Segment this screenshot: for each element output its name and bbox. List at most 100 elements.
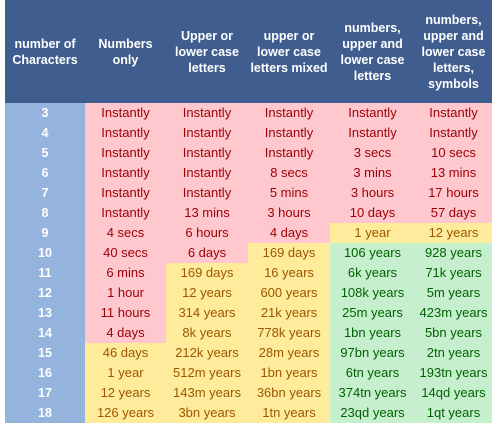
cell-numbers-mixed: 97bn years — [330, 343, 415, 363]
cell-numbers-mixed-symbols: 5m years — [415, 283, 492, 303]
row-character-count: 3 — [5, 103, 85, 123]
cell-numbers-mixed-symbols: 423m years — [415, 303, 492, 323]
cell-numbers-mixed: 374tn years — [330, 383, 415, 403]
cell-numbers-mixed-symbols: 10 secs — [415, 143, 492, 163]
cell-numbers-mixed-symbols: 71k years — [415, 263, 492, 283]
cell-numbers-only: Instantly — [85, 183, 166, 203]
cell-numbers-only: 1 hour — [85, 283, 166, 303]
cell-numbers-only: Instantly — [85, 103, 166, 123]
cell-upper-or-lower: Instantly — [166, 163, 248, 183]
cell-numbers-mixed: 25m years — [330, 303, 415, 323]
header-number-of-characters: number of Characters — [5, 0, 85, 103]
cell-numbers-mixed-symbols: 12 years — [415, 223, 492, 243]
cell-numbers-mixed-symbols: 17 hours — [415, 183, 492, 203]
row-character-count: 8 — [5, 203, 85, 223]
header-mixed-case: upper or lower case letters mixed — [248, 0, 330, 103]
cell-numbers-only: 12 years — [85, 383, 166, 403]
row-character-count: 6 — [5, 163, 85, 183]
cell-numbers-mixed-symbols: 2tn years — [415, 343, 492, 363]
cell-numbers-mixed: Instantly — [330, 103, 415, 123]
cell-mixed-case: 36bn years — [248, 383, 330, 403]
row-character-count: 15 — [5, 343, 85, 363]
cell-mixed-case: Instantly — [248, 103, 330, 123]
cell-numbers-mixed-symbols: 5bn years — [415, 323, 492, 343]
cell-upper-or-lower: 169 days — [166, 263, 248, 283]
cell-mixed-case: 169 days — [248, 243, 330, 263]
cell-upper-or-lower: 212k years — [166, 343, 248, 363]
cell-upper-or-lower: Instantly — [166, 103, 248, 123]
password-crack-time-table: number of Characters Numbers only Upper … — [5, 0, 492, 426]
cell-numbers-only: 4 secs — [85, 223, 166, 243]
cell-numbers-only: 126 years — [85, 403, 166, 423]
cell-numbers-mixed: 3 secs — [330, 143, 415, 163]
row-character-count: 5 — [5, 143, 85, 163]
cell-mixed-case: 1bn years — [248, 363, 330, 383]
cell-upper-or-lower: 8k years — [166, 323, 248, 343]
cell-numbers-only: 46 days — [85, 343, 166, 363]
cell-numbers-only: 1 year — [85, 363, 166, 383]
cell-numbers-mixed: 106 years — [330, 243, 415, 263]
cell-numbers-mixed-symbols: 928 years — [415, 243, 492, 263]
cell-upper-or-lower: 3bn years — [166, 403, 248, 423]
cell-numbers-only: Instantly — [85, 143, 166, 163]
cell-numbers-mixed: 23qd years — [330, 403, 415, 423]
cell-mixed-case: 5 mins — [248, 183, 330, 203]
header-numbers-mixed-case-symbols: numbers, upper and lower case letters, s… — [415, 0, 492, 103]
cell-numbers-only: 40 secs — [85, 243, 166, 263]
cell-numbers-only: Instantly — [85, 203, 166, 223]
cell-mixed-case: 16 years — [248, 263, 330, 283]
cell-upper-or-lower: 512m years — [166, 363, 248, 383]
cell-numbers-mixed-symbols: Instantly — [415, 123, 492, 143]
row-character-count: 17 — [5, 383, 85, 403]
cell-numbers-only: Instantly — [85, 123, 166, 143]
header-numbers-only: Numbers only — [85, 0, 166, 103]
header-numbers-mixed-case: numbers, upper and lower case letters — [330, 0, 415, 103]
cell-mixed-case: 4 days — [248, 223, 330, 243]
cell-numbers-mixed-symbols: 14qd years — [415, 383, 492, 403]
cell-mixed-case: Instantly — [248, 143, 330, 163]
cell-mixed-case: 778k years — [248, 323, 330, 343]
cell-numbers-mixed-symbols: 193tn years — [415, 363, 492, 383]
row-character-count: 16 — [5, 363, 85, 383]
cell-numbers-mixed-symbols: 57 days — [415, 203, 492, 223]
cell-numbers-only: 4 days — [85, 323, 166, 343]
header-upper-or-lower-case: Upper or lower case letters — [166, 0, 248, 103]
cell-upper-or-lower: 6 days — [166, 243, 248, 263]
cell-upper-or-lower: Instantly — [166, 123, 248, 143]
cell-mixed-case: 21k years — [248, 303, 330, 323]
cell-upper-or-lower: Instantly — [166, 143, 248, 163]
cell-numbers-mixed-symbols: 13 mins — [415, 163, 492, 183]
cell-mixed-case: 600 years — [248, 283, 330, 303]
cell-upper-or-lower: 12 years — [166, 283, 248, 303]
row-character-count: 9 — [5, 223, 85, 243]
cell-numbers-mixed: 1 year — [330, 223, 415, 243]
cell-upper-or-lower: 13 mins — [166, 203, 248, 223]
cell-numbers-mixed: 3 hours — [330, 183, 415, 203]
row-character-count: 13 — [5, 303, 85, 323]
cell-numbers-mixed-symbols: Instantly — [415, 103, 492, 123]
cell-mixed-case: 28m years — [248, 343, 330, 363]
cell-numbers-only: Instantly — [85, 163, 166, 183]
row-character-count: 12 — [5, 283, 85, 303]
cell-numbers-mixed: 10 days — [330, 203, 415, 223]
cell-numbers-mixed: 6k years — [330, 263, 415, 283]
row-character-count: 18 — [5, 403, 85, 423]
cell-mixed-case: 8 secs — [248, 163, 330, 183]
cell-numbers-mixed: 6tn years — [330, 363, 415, 383]
cell-upper-or-lower: 6 hours — [166, 223, 248, 243]
row-character-count: 4 — [5, 123, 85, 143]
cell-numbers-mixed: 108k years — [330, 283, 415, 303]
cell-mixed-case: 3 hours — [248, 203, 330, 223]
cell-numbers-mixed: 3 mins — [330, 163, 415, 183]
row-character-count: 10 — [5, 243, 85, 263]
cell-numbers-only: 6 mins — [85, 263, 166, 283]
row-character-count: 7 — [5, 183, 85, 203]
row-character-count: 11 — [5, 263, 85, 283]
cell-numbers-only: 11 hours — [85, 303, 166, 323]
cell-mixed-case: Instantly — [248, 123, 330, 143]
cell-upper-or-lower: 314 years — [166, 303, 248, 323]
cell-numbers-mixed-symbols: 1qt years — [415, 403, 492, 423]
cell-mixed-case: 1tn years — [248, 403, 330, 423]
cell-numbers-mixed: Instantly — [330, 123, 415, 143]
cell-upper-or-lower: Instantly — [166, 183, 248, 203]
